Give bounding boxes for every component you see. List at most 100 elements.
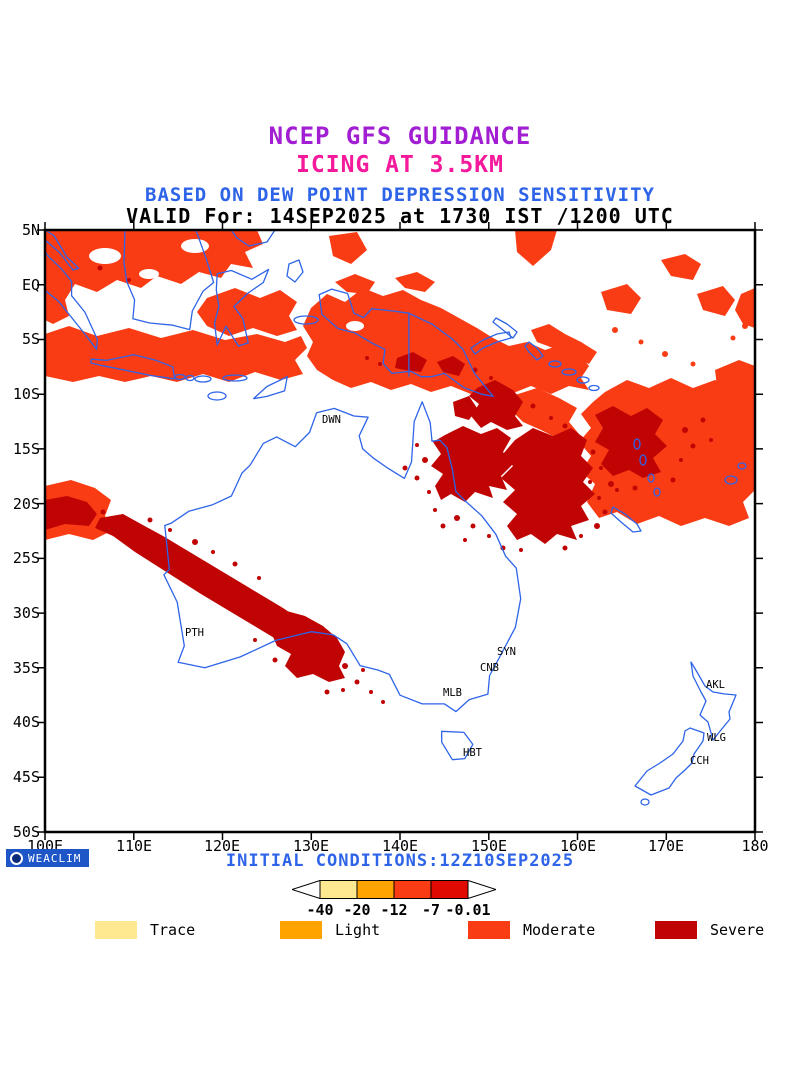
new-guinea-coastline	[318, 288, 494, 398]
city-label-melbourne: MLB	[443, 687, 462, 699]
axis-ticks	[37, 222, 763, 840]
legend-swatch-trace	[95, 921, 137, 939]
sumatra-coastline	[44, 251, 99, 350]
icing-gaps	[89, 239, 364, 331]
borneo-coastline	[123, 229, 215, 331]
lon-tick-label: 140E	[381, 837, 419, 855]
lat-tick-label: 30S	[12, 604, 40, 622]
scale-arrow-left	[290, 879, 321, 900]
severe-icing-areas	[45, 265, 713, 704]
solomon-island	[588, 384, 600, 392]
lat-tick-label: 10S	[12, 385, 40, 403]
legend-label-moderate: Moderate	[523, 921, 596, 939]
city-label-christchurch: CCH	[690, 755, 709, 767]
city-labels: DWN PTH SYN CNB MLB HBT AKL WLG CCH	[185, 414, 726, 767]
scale-segment-trace	[319, 880, 358, 899]
weaclim-logo: WEACLIM	[6, 849, 90, 867]
scale-segment-light	[356, 880, 395, 899]
vanuatu-island	[653, 487, 661, 497]
nz-north-island-coastline	[690, 661, 737, 741]
legend-item-moderate: Moderate	[468, 921, 595, 939]
legend-swatch-severe	[655, 921, 697, 939]
nz-south-island-coastline	[634, 727, 705, 796]
lombok-island	[185, 374, 195, 382]
lon-tick-label: 130E	[292, 837, 330, 855]
subtitle-parameter: ICING AT 3.5KM	[296, 152, 504, 178]
lon-tick-label: 150E	[470, 837, 508, 855]
city-label-hobart: HBT	[463, 747, 483, 759]
legend-item-trace: Trace	[95, 921, 195, 939]
fiji-island	[724, 475, 738, 485]
scale-value: -20	[343, 901, 371, 919]
map-canvas: DWN PTH SYN CNB MLB HBT AKL WLG CCH	[37, 222, 763, 840]
city-label-darwin: DWN	[322, 414, 341, 426]
city-label-sydney: SYN	[497, 646, 516, 658]
flores-island	[222, 374, 248, 382]
malay-coastline	[44, 229, 80, 271]
lon-tick-label: 180	[741, 837, 769, 855]
seram-island	[293, 315, 319, 325]
city-label-perth: PTH	[185, 627, 204, 639]
solomon-island	[548, 360, 562, 368]
scale-value: -12	[380, 901, 408, 919]
scale-value-row: -40 -20 -12 -7 -0.01	[292, 901, 496, 919]
new-britain-coastline	[470, 331, 512, 355]
lat-tick-label: 40S	[12, 713, 40, 731]
lat-tick-label: 5N	[21, 221, 40, 239]
lon-tick-label: 110E	[115, 837, 153, 855]
city-label-wellington: WLG	[707, 732, 726, 744]
bali-island	[174, 373, 186, 381]
vanuatu-island	[639, 454, 647, 466]
australia-coastline	[163, 401, 522, 713]
subtitle-method: BASED ON DEW POINT DEPRESSION SENSITIVIT…	[145, 184, 655, 206]
bougainville-coastline	[524, 341, 544, 361]
new-ireland-coastline	[492, 317, 518, 339]
lat-tick-label: 25S	[12, 549, 40, 567]
new-caledonia-coastline	[610, 506, 642, 533]
color-scale-bar	[290, 879, 498, 900]
solomon-island	[561, 368, 577, 376]
sulawesi-coastline	[213, 268, 270, 347]
lat-tick-label: 15S	[12, 440, 40, 458]
lat-tick-label: 20S	[12, 495, 40, 513]
lat-tick-label: EQ	[21, 276, 40, 294]
legend-item-light: Light	[280, 921, 380, 939]
lon-tick-label: 120E	[203, 837, 241, 855]
weaclim-logo-text: WEACLIM	[28, 851, 82, 865]
scale-segment-severe	[430, 880, 469, 899]
timor-coastline	[252, 376, 288, 400]
vanuatu-island	[633, 438, 641, 450]
legend-label-light: Light	[335, 921, 381, 939]
scale-segment-moderate	[393, 880, 432, 899]
java-coastline	[90, 354, 176, 380]
coastlines	[44, 229, 747, 806]
stewart-island	[640, 798, 650, 806]
city-label-auckland: AKL	[706, 679, 725, 691]
legend-swatch-light	[280, 921, 322, 939]
tasmania-coastline	[441, 730, 474, 761]
scale-value: -40	[306, 901, 334, 919]
sumba-island	[207, 391, 227, 401]
page-title: NCEP GFS GUIDANCE	[268, 122, 532, 150]
legend-label-severe: Severe	[710, 921, 765, 939]
lat-tick-label: 5S	[21, 330, 40, 348]
city-label-canberra: CNB	[480, 662, 499, 674]
legend-item-severe: Severe	[655, 921, 764, 939]
legend-swatch-moderate	[468, 921, 510, 939]
lon-tick-label: 170E	[647, 837, 685, 855]
sumbawa-island	[194, 375, 212, 383]
vanuatu-island	[647, 473, 655, 483]
scale-arrow-right	[467, 879, 498, 900]
halmahera-coastline	[286, 259, 304, 283]
legend-label-trace: Trace	[150, 921, 196, 939]
lat-tick-label: 45S	[12, 768, 40, 786]
fiji-island	[737, 462, 747, 470]
lon-tick-label: 160E	[559, 837, 597, 855]
initial-conditions-text: INITIAL CONDITIONS:12Z10SEP2025	[225, 851, 575, 871]
scale-value: -7	[421, 901, 441, 919]
map-frame-border	[43, 228, 757, 834]
lat-tick-label: 35S	[12, 659, 40, 677]
solomon-island	[576, 376, 590, 384]
weaclim-logo-icon	[10, 851, 23, 865]
